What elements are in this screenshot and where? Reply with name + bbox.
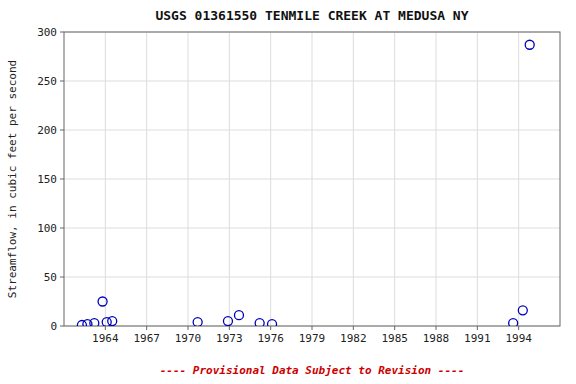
x-tick-label: 1964: [92, 332, 119, 345]
y-tick: [60, 228, 64, 229]
grid: [64, 32, 560, 326]
grid-line: [64, 130, 560, 131]
point: [193, 318, 202, 326]
x-tick-label: 1979: [299, 332, 326, 345]
y-tick-label: 100: [37, 222, 57, 235]
x-tick: [477, 326, 478, 330]
x-tick-label: 1970: [175, 332, 202, 345]
y-tick: [60, 277, 64, 278]
y-tick: [60, 130, 64, 131]
x-tick: [229, 326, 230, 330]
point: [255, 319, 264, 326]
title: USGS 01361550 TENMILE CREEK AT MEDUSA NY: [155, 8, 468, 23]
grid-line: [64, 81, 560, 82]
x-tick: [436, 326, 437, 330]
y-tick: [60, 81, 64, 82]
x-tick: [394, 326, 395, 330]
x-tick-label: 1985: [381, 332, 408, 345]
y-tick: [60, 179, 64, 180]
axes: 1964 1967 1970 1973 1976 1979 1982 1985 1988 1991…: [37, 26, 532, 345]
point: [268, 320, 277, 326]
points: [77, 40, 534, 326]
x-tick-label: 1994: [505, 332, 532, 345]
grid-line: [64, 228, 560, 229]
background: [0, 0, 576, 384]
point: [525, 40, 534, 49]
x-tick: [146, 326, 147, 330]
chart: 1964 1967 1970 1973 1976 1979 1982 1985 1988 1991…: [0, 0, 576, 384]
y-tick-label: 50: [44, 271, 57, 284]
footnote: ---- Provisional Data Subject to Revisio…: [160, 364, 465, 377]
y-tick-label: 150: [37, 173, 57, 186]
x-tick: [270, 326, 271, 330]
x-tick: [353, 326, 354, 330]
y-axis-label: Streamflow, in cubic feet per second: [6, 60, 19, 298]
grid-line: [64, 179, 560, 180]
point: [90, 319, 99, 326]
x-tick-label: 1991: [464, 332, 491, 345]
x-tick: [518, 326, 519, 330]
x-tick: [312, 326, 313, 330]
y-tick-label: 250: [37, 75, 57, 88]
point: [98, 297, 107, 306]
x-tick-label: 1973: [216, 332, 243, 345]
point: [509, 319, 518, 326]
x-tick-label: 1967: [133, 332, 160, 345]
x-tick-label: 1988: [423, 332, 450, 345]
y-tick: [60, 326, 64, 327]
grid-line: [64, 277, 560, 278]
point: [234, 311, 243, 320]
y-tick-label: 200: [37, 124, 57, 137]
point: [518, 306, 527, 315]
point: [108, 317, 117, 326]
y-tick-label: 0: [50, 320, 57, 333]
x-tick: [105, 326, 106, 330]
x-tick-label: 1976: [257, 332, 284, 345]
x-tick: [188, 326, 189, 330]
point: [77, 321, 86, 326]
x-tick-label: 1982: [340, 332, 367, 345]
y-tick-label: 300: [37, 26, 57, 39]
plot-frame: [64, 32, 560, 326]
y-tick: [60, 32, 64, 33]
point: [223, 317, 232, 326]
